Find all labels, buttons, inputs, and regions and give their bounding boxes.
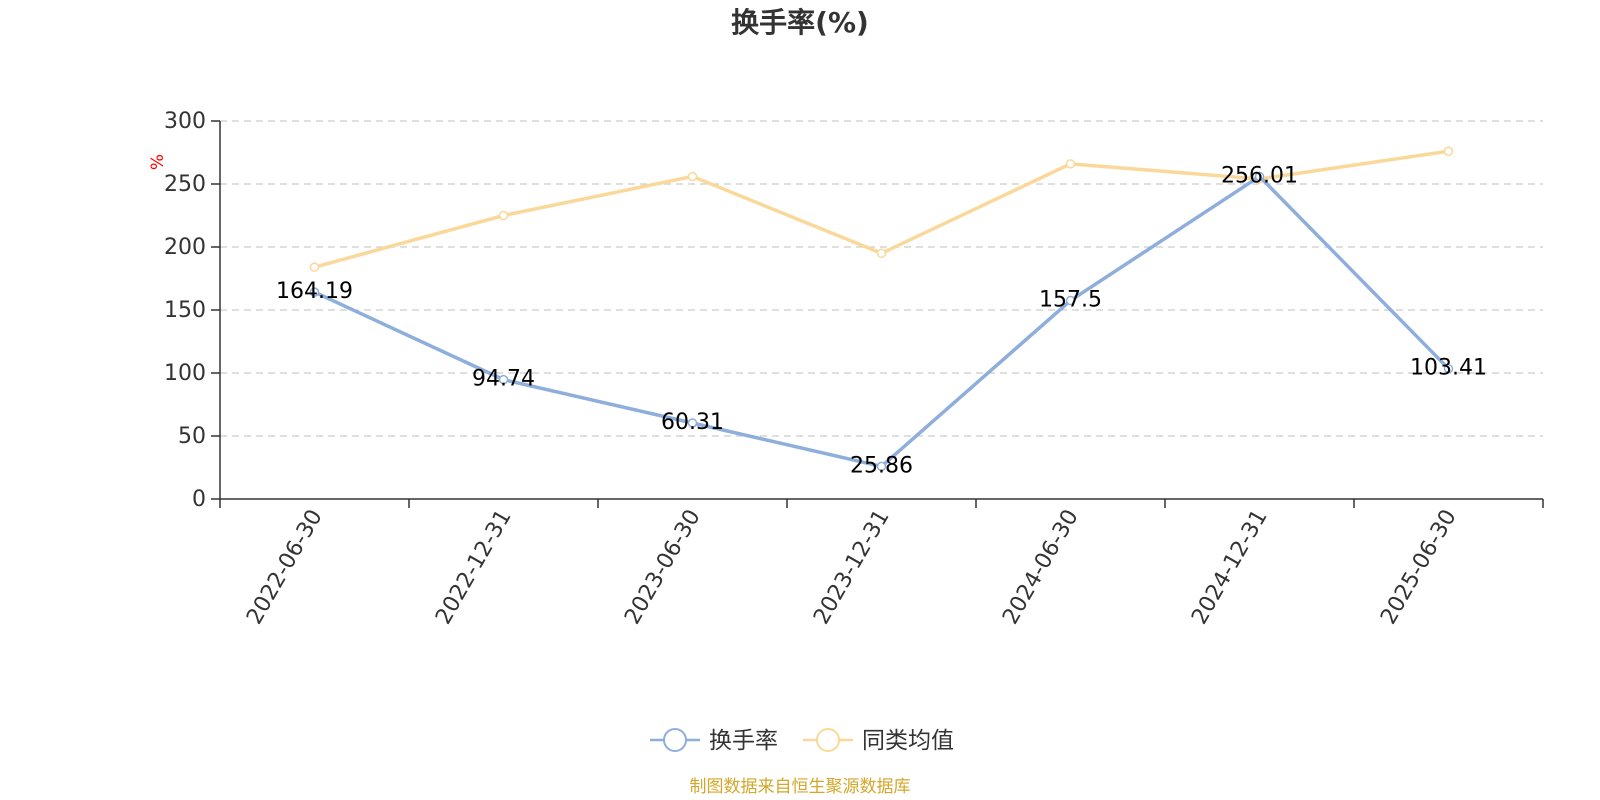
data-label: 60.31 [661, 410, 724, 435]
series-1-point [498, 210, 509, 221]
data-label: 25.86 [850, 453, 913, 478]
x-tick-label: 2023-06-30 [620, 506, 706, 629]
y-tick-label: 100 [164, 361, 206, 386]
x-tick-label: 2022-06-30 [242, 506, 328, 629]
x-tick-label: 2024-06-30 [998, 506, 1084, 629]
series-0-point [1254, 171, 1265, 182]
legend-label: 同类均值 [862, 728, 954, 754]
series-lines [309, 146, 1454, 472]
y-tick-label: 150 [164, 298, 206, 323]
data-label: 164.19 [276, 279, 353, 304]
legend-circle-icon [816, 728, 840, 752]
x-tick-label: 2024-12-31 [1187, 506, 1273, 629]
series-1-point [309, 262, 320, 272]
y-tick-label: 50 [178, 424, 206, 449]
series-0-point [1443, 363, 1454, 374]
source-note: 制图数据来自恒生聚源数据库 [690, 777, 911, 797]
axes: 0 50 100 150 200 250 300 2022-06-30 2022-12-31 20… [164, 109, 1544, 629]
x-tick-label: 2023-12-31 [809, 506, 895, 629]
legend-circle-icon [663, 728, 687, 752]
data-label: 256.01 [1221, 163, 1298, 188]
y-tick-label: 0 [192, 487, 206, 512]
series-0-point [1065, 295, 1076, 306]
legend-label: 换手率 [709, 728, 778, 754]
series-0-point [876, 461, 887, 472]
data-label: 157.5 [1039, 288, 1102, 313]
x-tick-label: 2022-12-31 [431, 506, 517, 629]
y-tick-label: 250 [164, 172, 206, 197]
data-label: 103.41 [1410, 356, 1487, 381]
legend-item-1[interactable]: 同类均值 [803, 728, 954, 754]
y-tick-label: 200 [164, 235, 206, 260]
y-tick-label: 300 [164, 109, 206, 134]
data-label: 94.74 [472, 367, 535, 392]
series-0-point [687, 418, 698, 428]
legend: 换手率 同类均值 [650, 728, 954, 754]
legend-item-0[interactable]: 换手率 [650, 728, 778, 754]
series-1-point [1065, 159, 1076, 169]
series-1-point [1443, 146, 1454, 156]
grid-lines [220, 120, 1543, 437]
series-1-point [687, 171, 698, 182]
series-0-point [309, 287, 320, 297]
series-0-point [498, 374, 509, 385]
data-labels: 164.19 94.74 60.31 25.86 157.5 256.01 103.41 [276, 163, 1487, 478]
x-tick-label: 2025-06-30 [1376, 506, 1462, 629]
series-1-point [876, 248, 887, 259]
y-axis-unit-label: % [148, 154, 168, 170]
chart-title: 换手率(%) [731, 6, 869, 39]
